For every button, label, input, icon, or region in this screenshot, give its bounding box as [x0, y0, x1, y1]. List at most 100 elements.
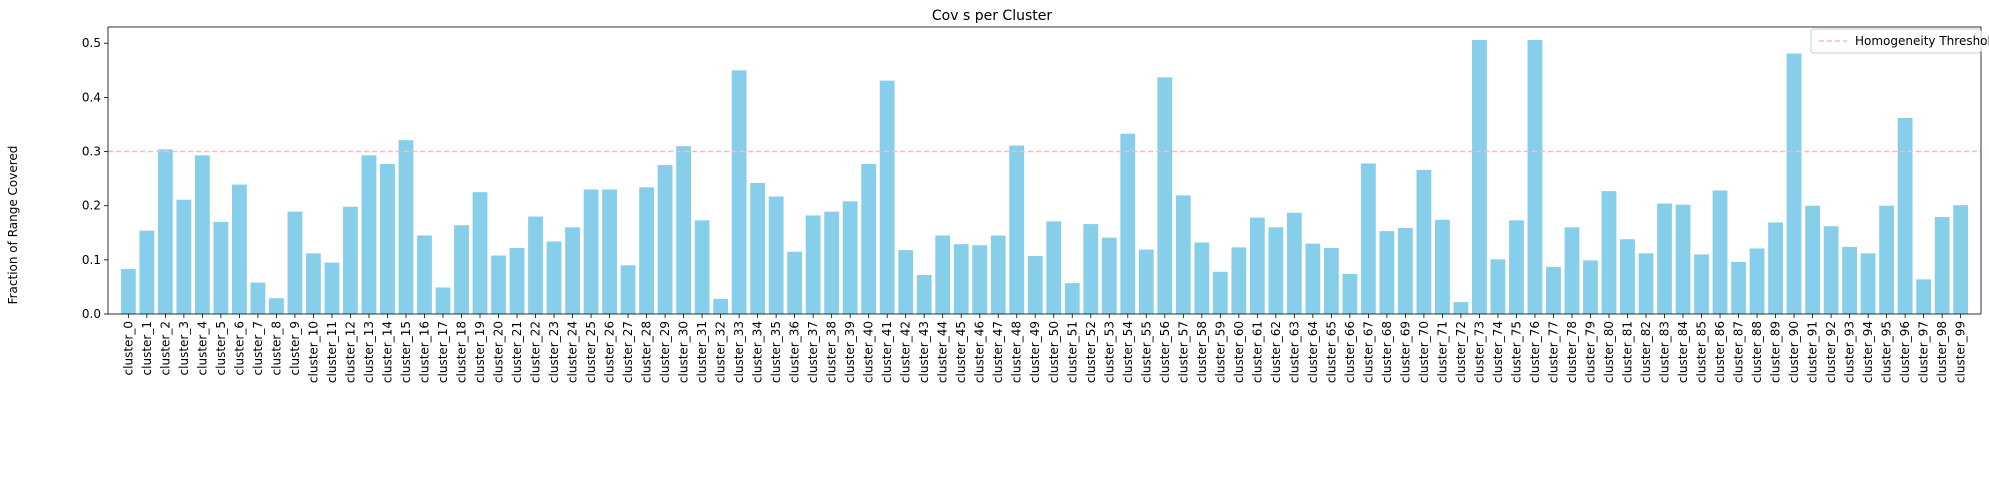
bar — [1694, 254, 1709, 314]
bar — [1435, 219, 1450, 314]
x-tick-label: cluster_66 — [1343, 321, 1357, 383]
bar — [491, 255, 506, 314]
bar — [916, 275, 932, 314]
x-tick-label: cluster_15 — [399, 321, 413, 383]
x-tick-label: cluster_69 — [1398, 321, 1412, 383]
bar — [1268, 227, 1284, 314]
y-tick-label: 0.2 — [82, 199, 101, 213]
bar — [1064, 283, 1080, 314]
x-tick-label: cluster_6 — [232, 321, 246, 375]
bar — [343, 206, 358, 314]
x-tick-label: cluster_3 — [177, 321, 191, 375]
bar — [1472, 39, 1487, 315]
x-tick-label: cluster_61 — [1250, 321, 1264, 383]
x-tick-label: cluster_47 — [991, 321, 1005, 383]
bar — [1194, 242, 1210, 314]
plot-frame — [107, 26, 1982, 315]
x-tick-label: cluster_29 — [658, 321, 672, 383]
bar — [528, 216, 543, 314]
bar — [1323, 247, 1339, 314]
x-tick-label: cluster_87 — [1732, 321, 1746, 383]
bar — [657, 165, 673, 314]
bar — [898, 250, 914, 314]
x-tick-label: cluster_78 — [1565, 321, 1579, 383]
x-tick-label: cluster_65 — [1324, 321, 1338, 383]
bar — [1490, 259, 1506, 314]
bar — [1768, 222, 1783, 314]
x-tick-label: cluster_18 — [455, 321, 469, 383]
bar — [1009, 145, 1025, 314]
x-tick-label: cluster_62 — [1269, 321, 1283, 383]
x-tick-label: cluster_67 — [1361, 321, 1375, 383]
x-tick-label: cluster_41 — [880, 321, 894, 383]
bar — [1083, 224, 1099, 314]
x-tick-label: cluster_68 — [1380, 321, 1394, 383]
x-tick-label: cluster_63 — [1287, 321, 1301, 383]
bar — [1212, 271, 1228, 314]
x-tick-label: cluster_75 — [1509, 321, 1523, 383]
bar — [232, 184, 247, 314]
x-tick-label: cluster_94 — [1861, 321, 1875, 383]
x-tick-label: cluster_97 — [1917, 321, 1931, 383]
x-tick-label: cluster_81 — [1620, 321, 1634, 383]
bar — [1249, 217, 1265, 314]
x-tick-label: cluster_71 — [1435, 321, 1449, 383]
bar — [1842, 246, 1857, 314]
x-tick-label: cluster_51 — [1065, 321, 1079, 383]
bar — [1101, 237, 1117, 314]
bar — [731, 70, 747, 314]
x-tick-label: cluster_31 — [695, 321, 709, 383]
bar — [1231, 247, 1247, 314]
bar — [1305, 243, 1321, 314]
x-tick-label: cluster_49 — [1028, 321, 1042, 383]
bar — [287, 211, 303, 314]
bar — [380, 164, 395, 314]
bar — [583, 189, 599, 314]
x-tick-label: cluster_55 — [1139, 321, 1153, 383]
legend: Homogeneity Threshold (30%) — [1810, 28, 1989, 54]
x-tick-label: cluster_46 — [973, 321, 987, 383]
x-tick-label: cluster_48 — [1010, 321, 1024, 383]
bar — [435, 287, 451, 314]
bar — [861, 164, 877, 314]
bar — [250, 282, 266, 314]
bar — [472, 192, 488, 314]
x-tick-label: cluster_82 — [1639, 321, 1653, 383]
plot-area: 0.0 0.1 0.2 0.3 0.4 0.5 cluster_0 cluster_1 clus… — [82, 26, 1982, 383]
x-tick-label: cluster_84 — [1676, 321, 1690, 383]
x-tick-label: cluster_11 — [325, 321, 339, 383]
bar — [750, 182, 766, 314]
x-tick-label: cluster_7 — [251, 321, 265, 375]
x-tick-label: cluster_90 — [1787, 321, 1801, 383]
bar — [953, 244, 969, 314]
bar — [1027, 256, 1043, 314]
x-tick-label: cluster_74 — [1491, 321, 1505, 383]
x-tick-label: cluster_20 — [492, 321, 506, 383]
bar — [1175, 195, 1191, 314]
bar — [546, 241, 562, 314]
x-tick-label: cluster_60 — [1232, 321, 1246, 383]
bar — [1620, 239, 1635, 314]
x-tick-label: cluster_42 — [899, 321, 913, 383]
x-tick-label: cluster_70 — [1417, 321, 1431, 383]
y-tick-label: 0.0 — [82, 307, 101, 321]
x-tick-label: cluster_40 — [862, 321, 876, 383]
x-tick-label: cluster_22 — [529, 321, 543, 383]
x-tick-label: cluster_83 — [1658, 321, 1672, 383]
bar — [1638, 253, 1654, 314]
x-tick-label: cluster_92 — [1824, 321, 1838, 383]
x-tick-label: cluster_19 — [473, 321, 487, 383]
bar — [842, 201, 858, 314]
x-tick-label: cluster_36 — [788, 321, 802, 383]
bar — [1934, 217, 1950, 314]
bar — [1879, 205, 1895, 314]
x-tick-label: cluster_24 — [566, 321, 580, 383]
bar — [1564, 227, 1580, 314]
x-tick-label: cluster_25 — [584, 321, 598, 383]
bar — [879, 80, 895, 314]
bar — [1360, 163, 1376, 314]
bar — [787, 251, 803, 314]
x-tick-label: cluster_53 — [1102, 321, 1116, 383]
bar — [1398, 227, 1413, 314]
x-tick-label: cluster_59 — [1213, 321, 1227, 383]
